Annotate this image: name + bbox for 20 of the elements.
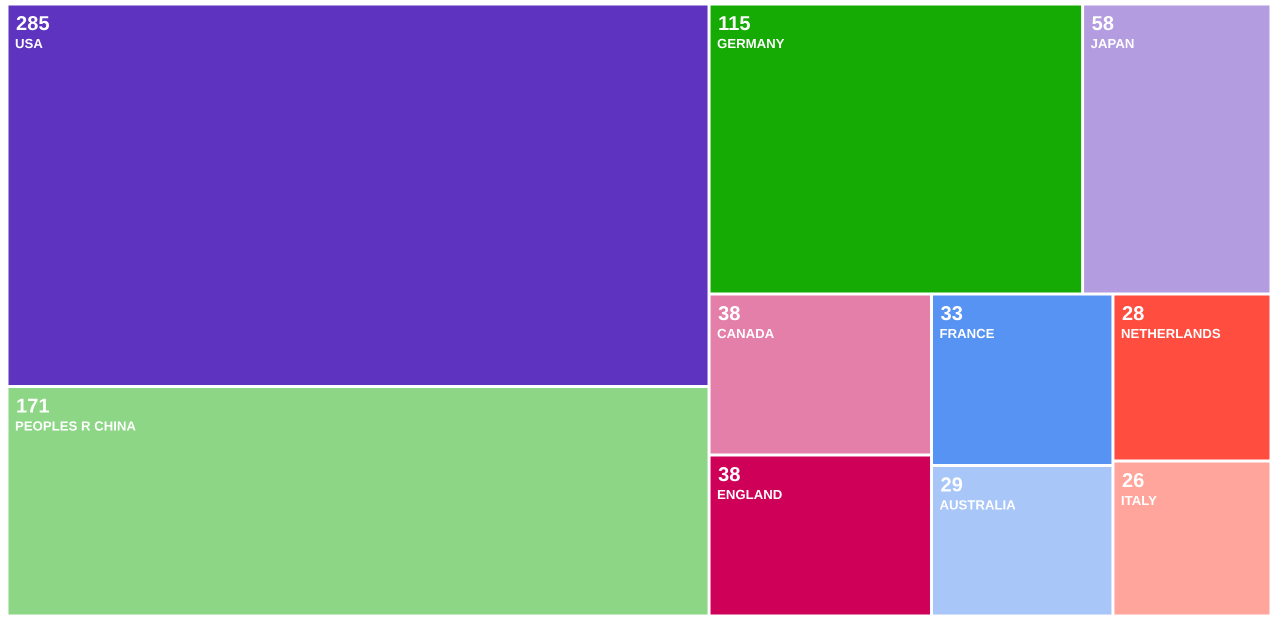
category-label: ENGLAND bbox=[717, 489, 782, 500]
data-label: 28 bbox=[1122, 306, 1144, 321]
category-label: USA bbox=[15, 38, 43, 49]
category-label: FRANCE bbox=[940, 328, 994, 339]
data-label: 33 bbox=[940, 306, 963, 321]
category-label: PEOPLES R CHINA bbox=[15, 421, 136, 431]
data-label: 29 bbox=[941, 477, 963, 492]
data-label: 285 bbox=[16, 15, 50, 31]
category-label: CANADA bbox=[717, 328, 774, 339]
data-label: 115 bbox=[719, 16, 750, 31]
category-label: ITALY bbox=[1121, 495, 1157, 505]
data-label: 171 bbox=[17, 398, 50, 413]
data-label: 26 bbox=[1122, 472, 1144, 488]
data-label: 38 bbox=[718, 466, 740, 482]
data-label: 38 bbox=[718, 306, 740, 321]
category-label: JAPAN bbox=[1090, 38, 1134, 49]
category-label: AUSTRALIA bbox=[939, 500, 1016, 510]
category-label: GERMANY bbox=[717, 38, 785, 49]
data-label: 58 bbox=[1092, 15, 1114, 31]
category-label: NETHERLANDS bbox=[1121, 328, 1221, 339]
